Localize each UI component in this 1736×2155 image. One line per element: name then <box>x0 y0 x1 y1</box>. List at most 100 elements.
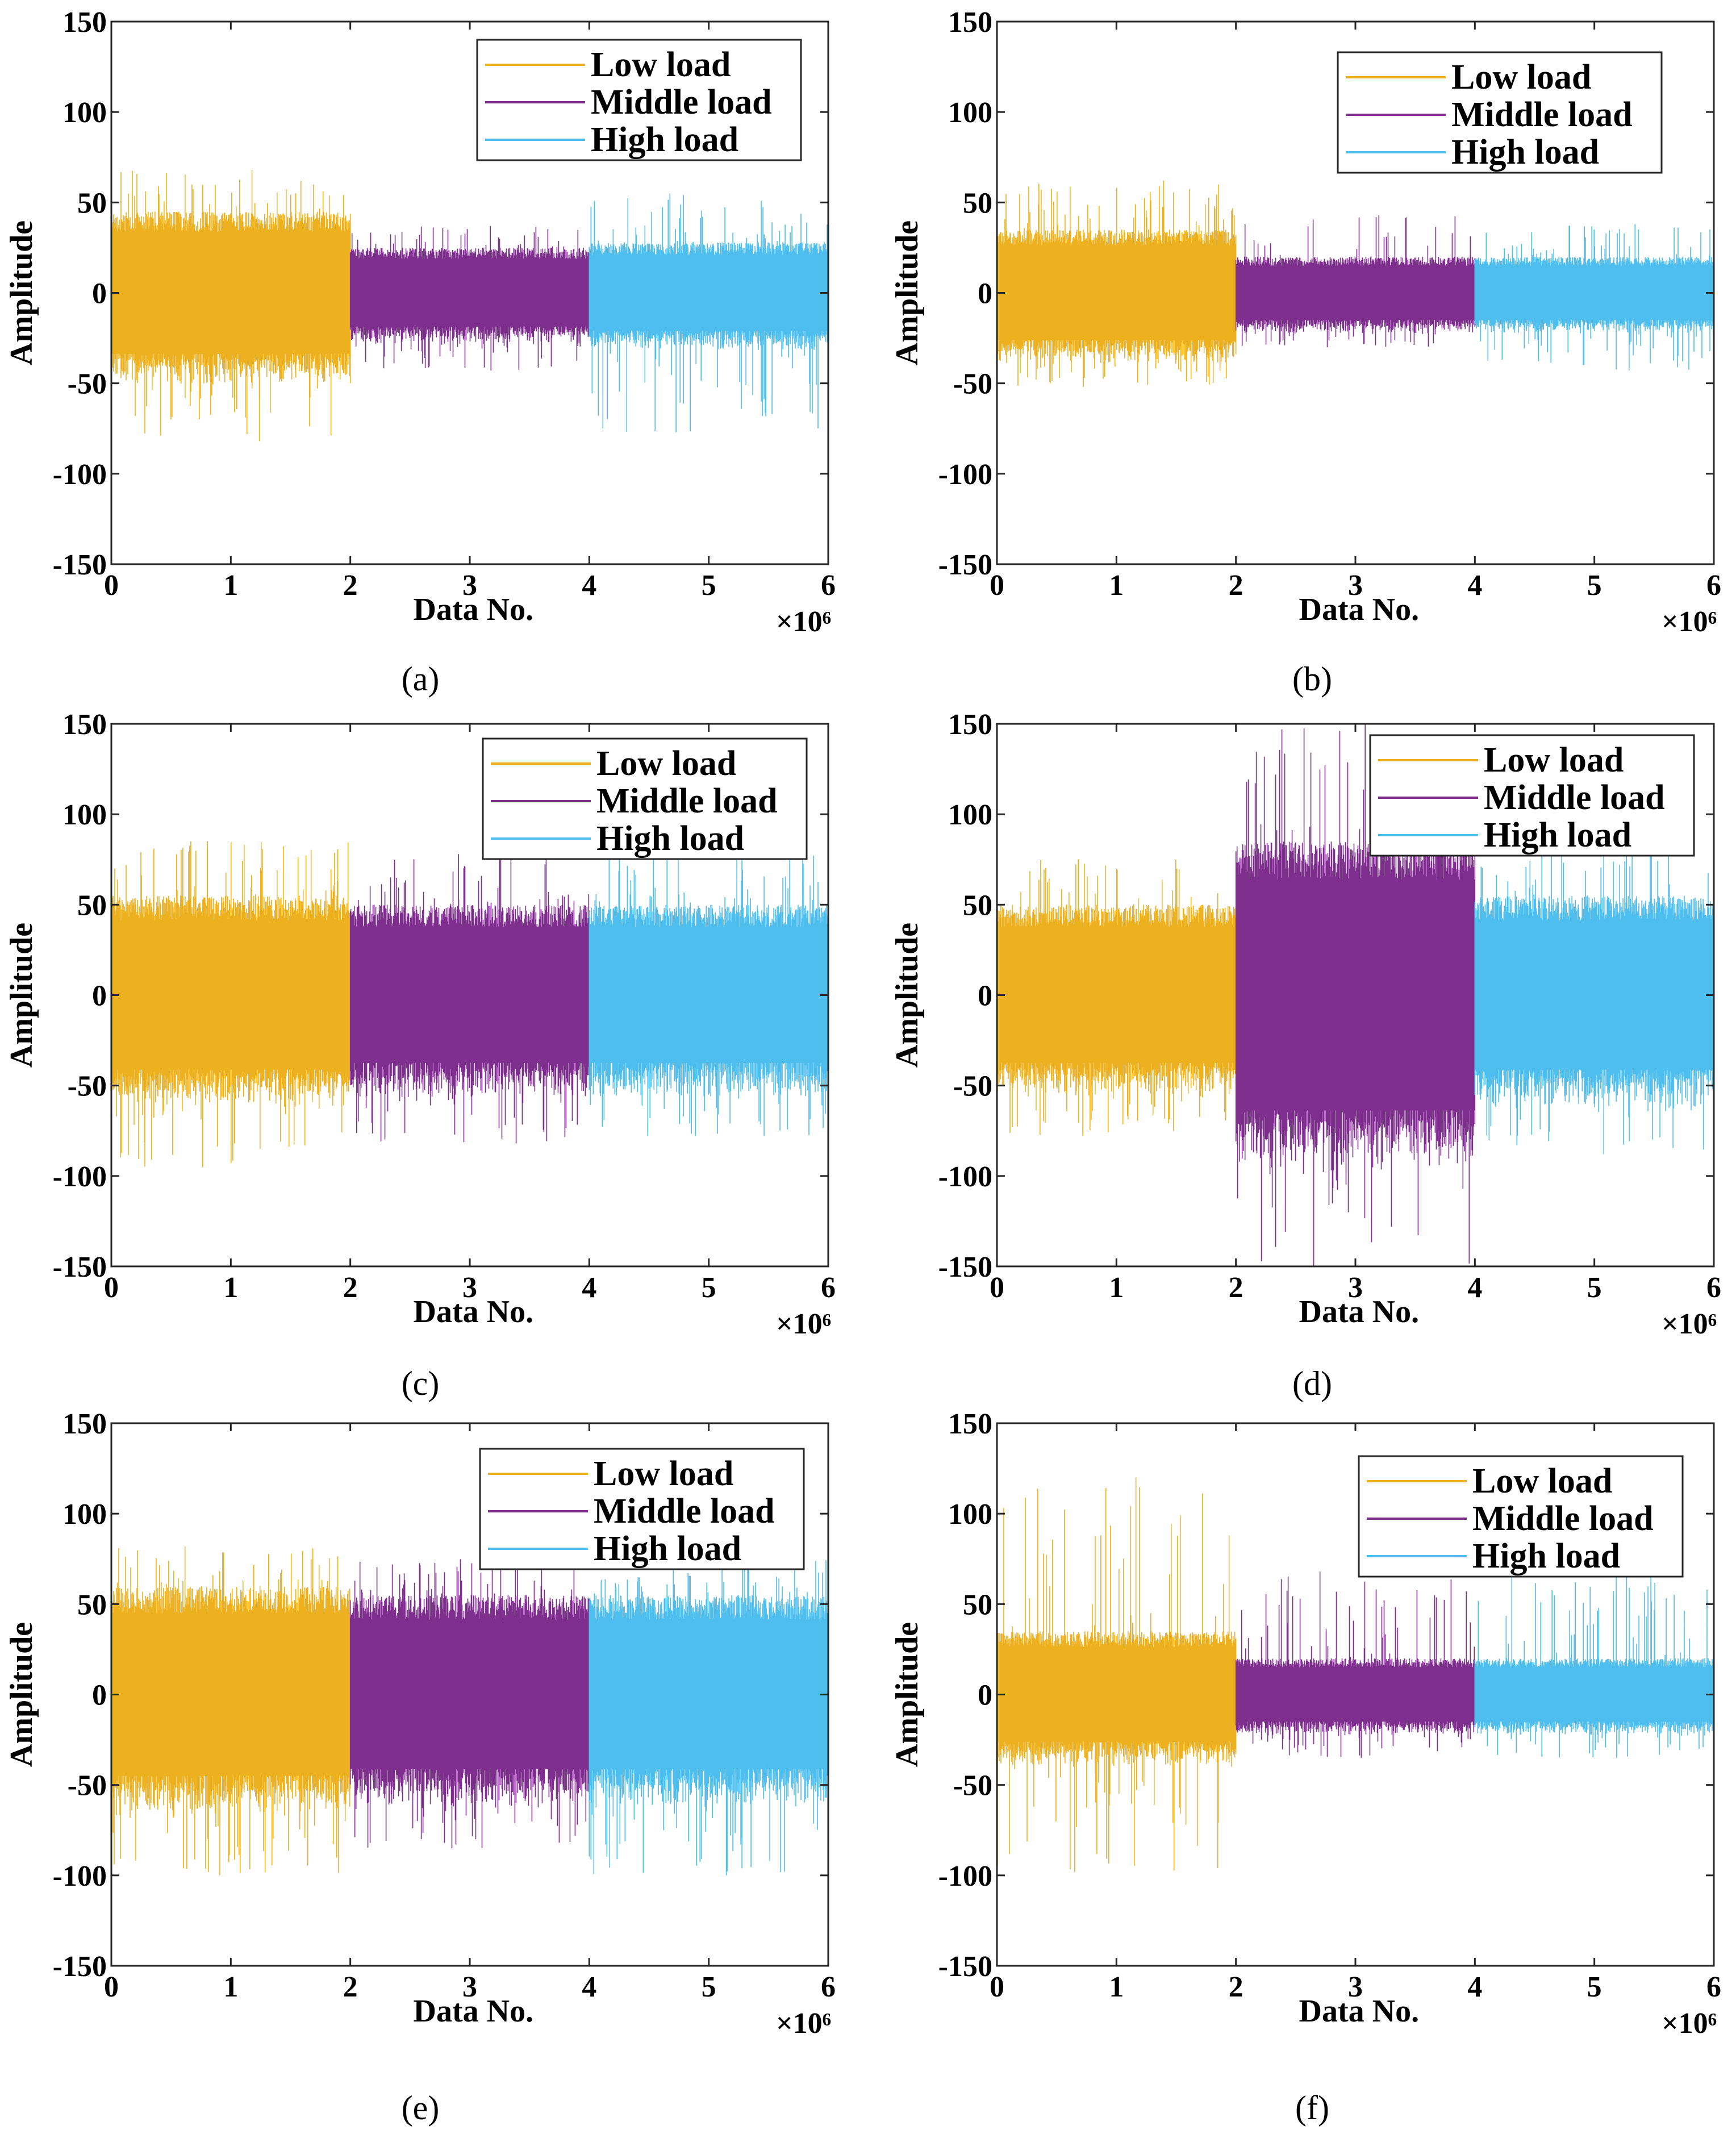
y-tick-label: 0 <box>92 980 107 1012</box>
y-tick-label: -100 <box>938 458 992 491</box>
series-line-low-load <box>111 170 351 441</box>
x-tick-label: 5 <box>1587 1971 1602 2003</box>
x-tick-label: 3 <box>462 1971 477 2003</box>
x-tick-label: 4 <box>1467 1272 1482 1304</box>
chart-panel-c: 0 1 2 3 4 5 6 150 100 50 0 -50 -100 -150 Data No. Ampli… <box>4 708 836 1340</box>
x-tick-label: 5 <box>1587 569 1602 602</box>
y-tick-label: 100 <box>948 1498 992 1531</box>
x-axis-label: Data No. <box>1299 1994 1420 2029</box>
legend-label-low: Low load <box>591 45 731 84</box>
x-tick-label: 4 <box>1467 1971 1482 2003</box>
data-layer <box>111 170 828 441</box>
y-tick-label: 0 <box>978 278 992 310</box>
x-axis-multiplier: ×10⁶ <box>776 606 831 638</box>
series-line-middle-load <box>349 226 590 371</box>
series-line-middle-load <box>1235 1572 1476 1758</box>
x-tick-label: 1 <box>1109 1272 1124 1304</box>
legend-label-high: High load <box>591 120 738 159</box>
y-tick-label: -50 <box>68 368 107 401</box>
chart-panel-a: 0 1 2 3 4 5 6 150 100 50 0 -50 -100 -150 Data No. Ampli… <box>4 6 836 638</box>
x-tick-label: 5 <box>1587 1272 1602 1304</box>
x-tick-label: 0 <box>990 569 1004 602</box>
x-tick-label: 5 <box>702 569 716 602</box>
y-tick-label: 50 <box>77 1589 107 1621</box>
caption-a: (a) <box>402 660 440 698</box>
y-tick-label: -150 <box>938 1950 992 1983</box>
y-tick-label: 0 <box>92 1679 107 1712</box>
data-layer <box>997 181 1714 387</box>
legend-label-low: Low load <box>1451 58 1591 97</box>
legend-label-low: Low load <box>1484 741 1624 780</box>
legend-label-middle: Middle load <box>596 782 778 820</box>
x-tick-label: 0 <box>104 1272 119 1304</box>
y-tick-label: 100 <box>62 1498 107 1531</box>
x-tick-label: 3 <box>462 1272 477 1304</box>
legend-label-high: High load <box>596 819 744 858</box>
caption-d: (d) <box>1292 1365 1332 1402</box>
x-tick-label: 6 <box>821 1272 836 1304</box>
legend-label-middle: Middle load <box>1472 1499 1654 1538</box>
series-line-high-load <box>589 847 828 1136</box>
legend-label-high: High load <box>1484 816 1631 855</box>
y-tick-label: -50 <box>68 1770 107 1802</box>
x-tick-label: 3 <box>1348 569 1363 602</box>
x-tick-label: 5 <box>702 1272 716 1304</box>
x-tick-label: 6 <box>821 569 836 602</box>
y-tick-label: -150 <box>938 549 992 581</box>
y-tick-label: 50 <box>963 187 992 219</box>
y-tick-label: -100 <box>53 1161 107 1193</box>
y-axis-label: Amplitude <box>890 923 925 1068</box>
x-tick-label: 6 <box>821 1971 836 2003</box>
y-tick-label: 100 <box>62 97 107 129</box>
x-tick-label: 2 <box>343 1272 358 1304</box>
x-tick-label: 0 <box>104 1971 119 2003</box>
y-tick-label: 150 <box>62 708 107 741</box>
y-tick-label: 0 <box>978 1679 992 1712</box>
series-line-high-load <box>1474 845 1714 1154</box>
y-axis-label: Amplitude <box>890 220 925 365</box>
x-tick-label: 1 <box>223 1272 238 1304</box>
x-axis-multiplier: ×10⁶ <box>776 2007 831 2040</box>
series-line-middle-load <box>1235 724 1476 1266</box>
y-tick-label: 50 <box>77 187 107 219</box>
x-axis-multiplier: ×10⁶ <box>1662 606 1717 638</box>
y-tick-label: -100 <box>938 1860 992 1893</box>
series-line-middle-load <box>349 1558 590 1849</box>
series-line-low-load <box>111 841 351 1167</box>
y-tick-label: 100 <box>948 799 992 831</box>
series-line-low-load <box>111 1546 351 1875</box>
caption-b: (b) <box>1292 660 1332 698</box>
y-tick-label: -150 <box>53 549 107 581</box>
legend-label-high: High load <box>1472 1537 1620 1575</box>
legend-label-middle: Middle load <box>594 1492 775 1531</box>
x-tick-label: 1 <box>1109 569 1124 602</box>
series-line-middle-load <box>1235 215 1476 347</box>
y-axis-label: Amplitude <box>4 220 39 365</box>
caption-c: (c) <box>402 1365 440 1402</box>
x-tick-label: 4 <box>582 569 596 602</box>
x-tick-label: 4 <box>582 1272 596 1304</box>
series-line-low-load <box>997 181 1237 387</box>
y-tick-label: -50 <box>953 1070 992 1103</box>
y-tick-label: -100 <box>53 1860 107 1893</box>
x-tick-label: 2 <box>343 1971 358 2003</box>
x-tick-label: 6 <box>1706 1971 1721 2003</box>
data-layer <box>997 724 1714 1266</box>
y-tick-label: -150 <box>53 1950 107 1983</box>
x-tick-label: 1 <box>223 1971 238 2003</box>
y-tick-label: -50 <box>953 1770 992 1802</box>
caption-f: (f) <box>1295 2089 1329 2127</box>
x-axis-label: Data No. <box>414 1294 534 1329</box>
x-tick-label: 4 <box>1467 569 1482 602</box>
x-tick-label: 3 <box>1348 1971 1363 2003</box>
y-tick-label: -100 <box>53 458 107 491</box>
x-tick-label: 6 <box>1706 1272 1721 1304</box>
x-tick-label: 2 <box>1229 1272 1243 1304</box>
y-tick-label: 50 <box>963 889 992 922</box>
y-tick-label: -50 <box>953 368 992 401</box>
